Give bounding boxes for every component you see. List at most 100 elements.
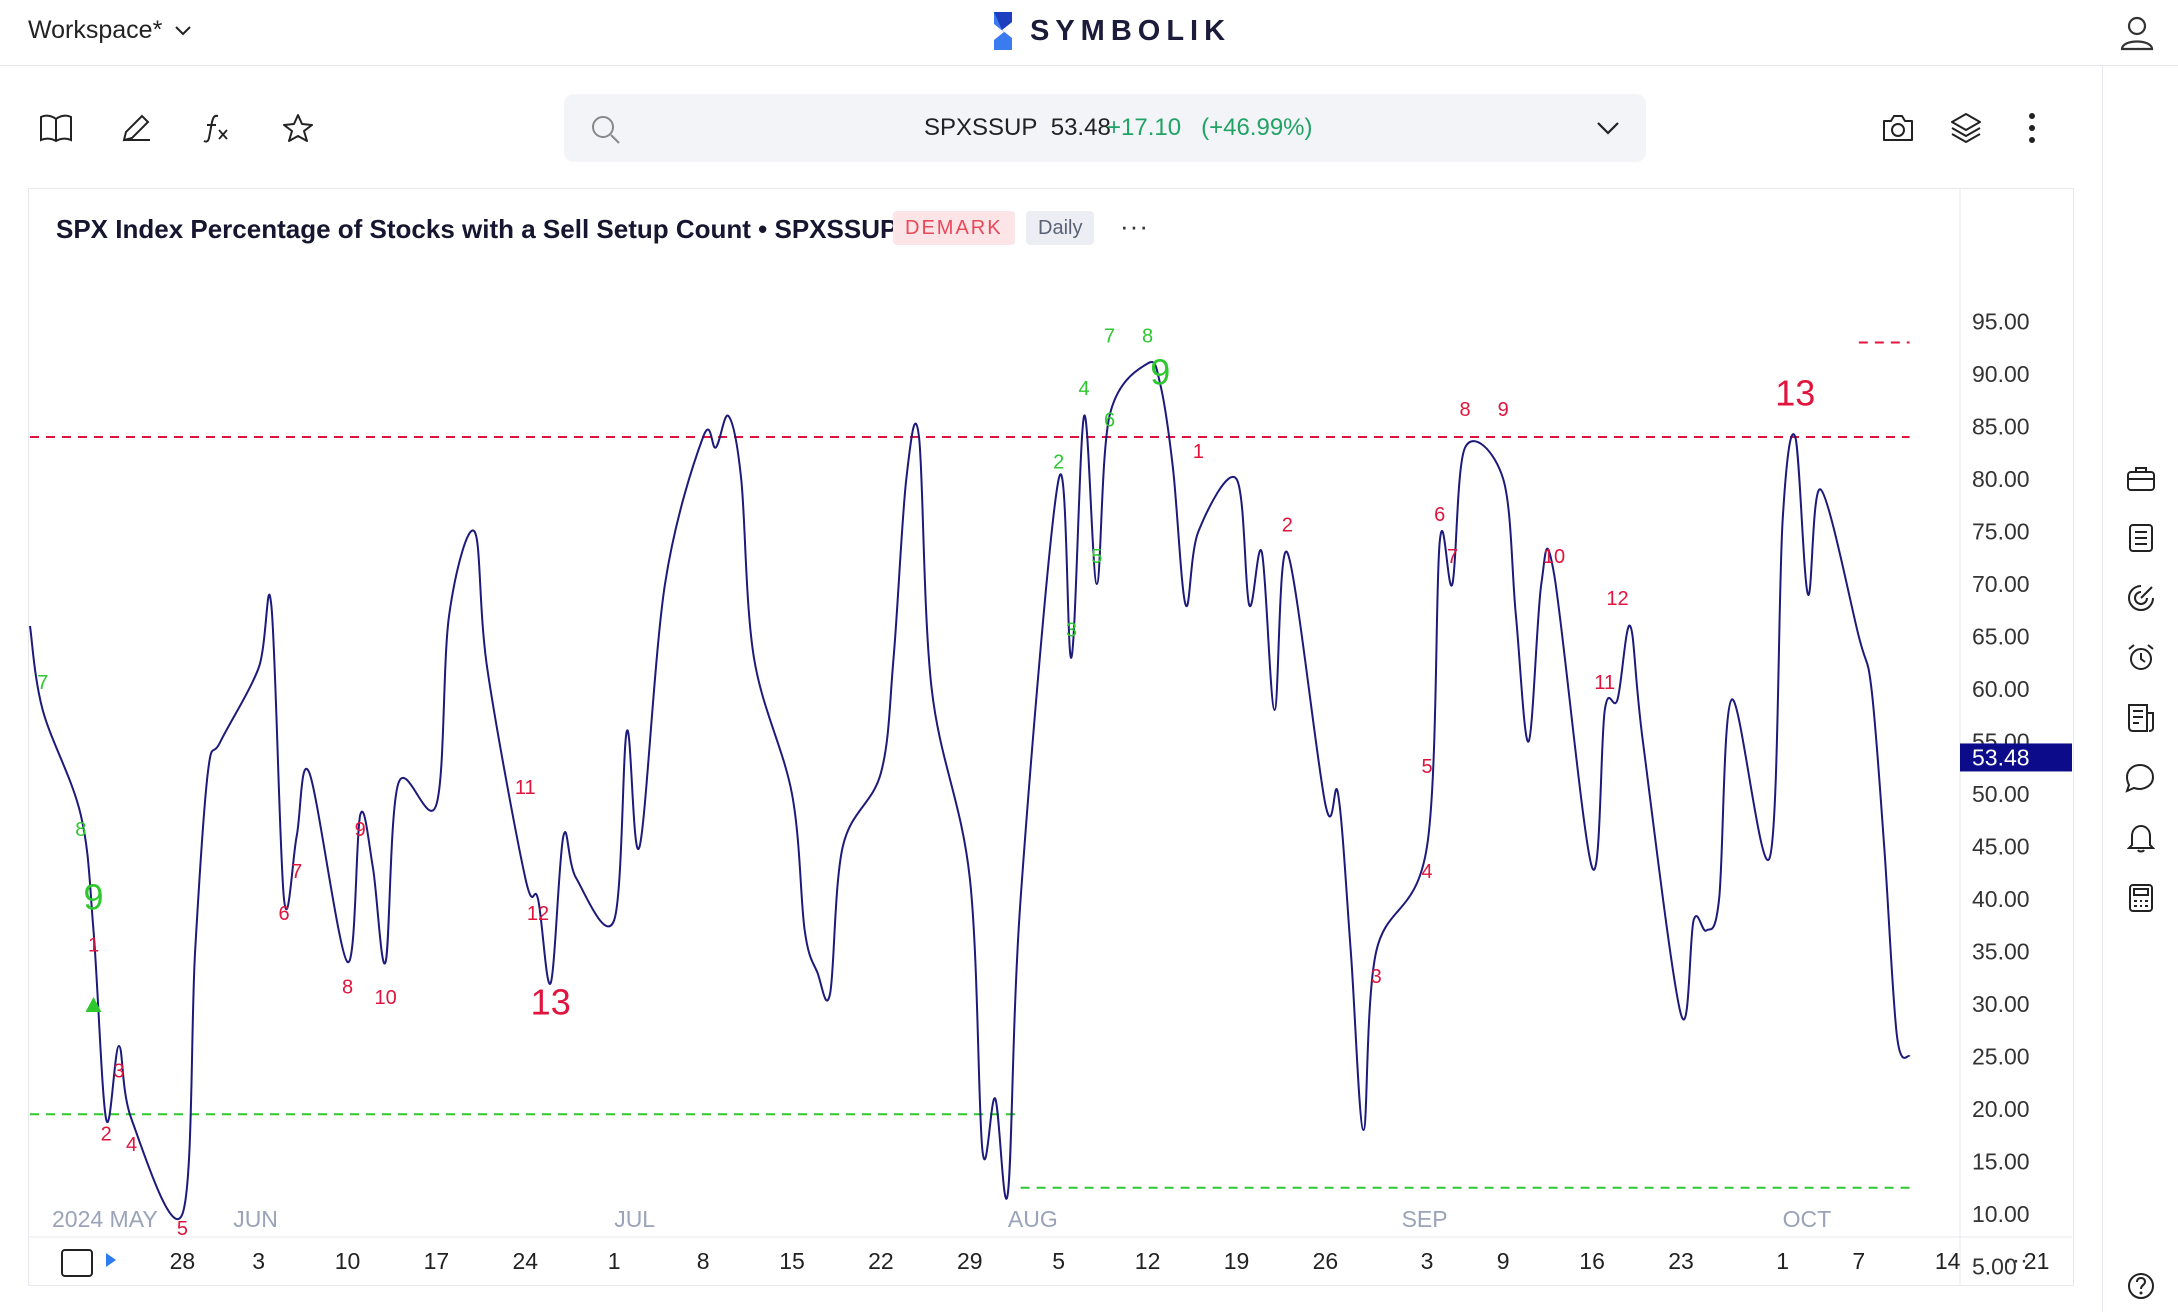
- setup-count-label: 10: [1543, 546, 1565, 568]
- setup-count-label: 11: [515, 777, 536, 799]
- draw-button[interactable]: [116, 108, 156, 148]
- function-icon: [203, 114, 228, 143]
- setup-count-label: 5: [1421, 756, 1432, 778]
- camera-icon: [1883, 115, 1913, 141]
- setup-count-label: 7: [1104, 326, 1115, 348]
- briefcase-icon: [2127, 467, 2155, 491]
- chart-panel: [28, 188, 2074, 1286]
- chevron-down-icon[interactable]: [1596, 120, 1620, 136]
- setup-count-label: 8: [342, 977, 353, 999]
- search-symbol-text: SPXSSUP 53.48: [924, 114, 1111, 142]
- x-day-label: 17: [424, 1248, 450, 1274]
- x-day-label: 19: [1224, 1248, 1250, 1274]
- workspace-label: Workspace*: [28, 16, 163, 44]
- calculator-button[interactable]: [2121, 878, 2161, 918]
- x-day-label: 14: [1935, 1248, 1961, 1274]
- alerts-clock-button[interactable]: [2121, 638, 2161, 678]
- x-day-label: 24: [513, 1248, 539, 1274]
- x-day-label: 23: [1668, 1248, 1694, 1274]
- indicators-button[interactable]: [196, 108, 236, 148]
- y-tick-label: 65.00: [1972, 624, 2030, 650]
- top-bar: Workspace* SYMBOLIK: [0, 0, 2178, 66]
- setup-count-label: 3: [113, 1061, 124, 1083]
- chat-button[interactable]: [2121, 758, 2161, 798]
- y-tick-label: 90.00: [1972, 361, 2030, 387]
- setup-count-label: 9: [83, 877, 103, 918]
- setup-count-label: 2: [1053, 452, 1064, 474]
- search-icon: [592, 116, 620, 144]
- play-arrow-icon[interactable]: [106, 1253, 116, 1267]
- symbol-price: 53.48: [1050, 114, 1111, 141]
- setup-count-label: 8: [1460, 399, 1471, 421]
- x-month-label: 2024 MAY: [52, 1206, 158, 1232]
- last-value-box: [1960, 743, 2072, 772]
- news-button[interactable]: [2121, 698, 2161, 738]
- radar-icon: [2128, 585, 2154, 611]
- symbol-change-abs: +17.10: [1107, 114, 1182, 141]
- help-button[interactable]: [2121, 1266, 2161, 1306]
- y-tick-label: 30.00: [1972, 991, 2030, 1017]
- setup-count-label: 9: [1498, 399, 1509, 421]
- logo-mark-icon: [994, 12, 1012, 50]
- x-day-label: 10: [335, 1248, 361, 1274]
- x-axis-more-button[interactable]: ···: [2004, 1247, 2028, 1274]
- y-tick-label: 20.00: [1972, 1096, 2030, 1122]
- notifications-button[interactable]: [2121, 818, 2161, 858]
- setup-count-label: 13: [531, 982, 571, 1023]
- y-tick-label: 50.00: [1972, 781, 2030, 807]
- chart-more-button[interactable]: ···: [1120, 211, 1149, 241]
- screenshot-button[interactable]: [1878, 108, 1918, 148]
- x-day-label: 16: [1579, 1248, 1605, 1274]
- symbolik-logo: SYMBOLIK: [990, 10, 1231, 52]
- book-button[interactable]: [36, 108, 76, 148]
- x-day-label: 1: [1776, 1248, 1789, 1274]
- scanner-button[interactable]: [2121, 578, 2161, 618]
- series-line: [29, 361, 1911, 1220]
- setup-count-label: 7: [37, 672, 48, 694]
- setup-count-label: 5: [1091, 546, 1102, 568]
- demark-badge[interactable]: DEMARK: [893, 211, 1015, 245]
- layers-icon: [1951, 113, 1981, 143]
- portfolio-button[interactable]: [2121, 458, 2161, 498]
- y-tick-label: 25.00: [1972, 1044, 2030, 1070]
- setup-count-label: 3: [1371, 966, 1382, 988]
- x-day-label: 5: [1052, 1248, 1065, 1274]
- x-day-label: 12: [1135, 1248, 1161, 1274]
- alarm-clock-icon: [2128, 644, 2154, 670]
- x-day-label: 3: [252, 1248, 265, 1274]
- bell-icon: [2127, 824, 2155, 853]
- right-sidebar: [2102, 66, 2178, 1312]
- logo-text: SYMBOLIK: [1030, 14, 1232, 47]
- setup-count-label: 11: [1594, 672, 1615, 694]
- favorites-button[interactable]: [278, 108, 318, 148]
- y-tick-label: 80.00: [1972, 466, 2030, 492]
- calendar-icon[interactable]: [61, 1249, 93, 1277]
- last-value-label: 53.48: [1972, 744, 2030, 770]
- setup-count-label: 7: [1447, 546, 1458, 568]
- news-icon: [2128, 704, 2154, 732]
- chevron-down-icon: [175, 25, 192, 35]
- setup-count-label: 4: [1079, 378, 1090, 400]
- layers-button[interactable]: [1946, 108, 1986, 148]
- workspace-menu[interactable]: Workspace*: [28, 16, 192, 45]
- watchlist-button[interactable]: [2121, 518, 2161, 558]
- x-day-label: 9: [1497, 1248, 1510, 1274]
- x-month-label: JUN: [233, 1206, 278, 1232]
- book-icon: [40, 114, 72, 143]
- setup-count-label: 10: [374, 987, 396, 1009]
- setup-count-label: 1: [88, 935, 99, 957]
- x-day-label: 3: [1421, 1248, 1434, 1274]
- more-options-button[interactable]: [2012, 108, 2052, 148]
- y-tick-label: 5.00: [1972, 1254, 2017, 1280]
- chart-title: SPX Index Percentage of Stocks with a Se…: [56, 214, 898, 244]
- x-day-label: 1: [608, 1248, 621, 1274]
- calculator-grid-icon: [2129, 524, 2153, 552]
- setup-count-label: 2: [101, 1124, 112, 1146]
- symbol-search-bar[interactable]: SPXSSUP 53.48 +17.10 (+46.99%): [564, 94, 1646, 162]
- x-day-label: 7: [1852, 1248, 1865, 1274]
- x-day-label: 28: [170, 1248, 196, 1274]
- user-account-button[interactable]: [2118, 14, 2156, 52]
- interval-badge[interactable]: Daily: [1026, 211, 1095, 245]
- y-tick-label: 35.00: [1972, 939, 2030, 965]
